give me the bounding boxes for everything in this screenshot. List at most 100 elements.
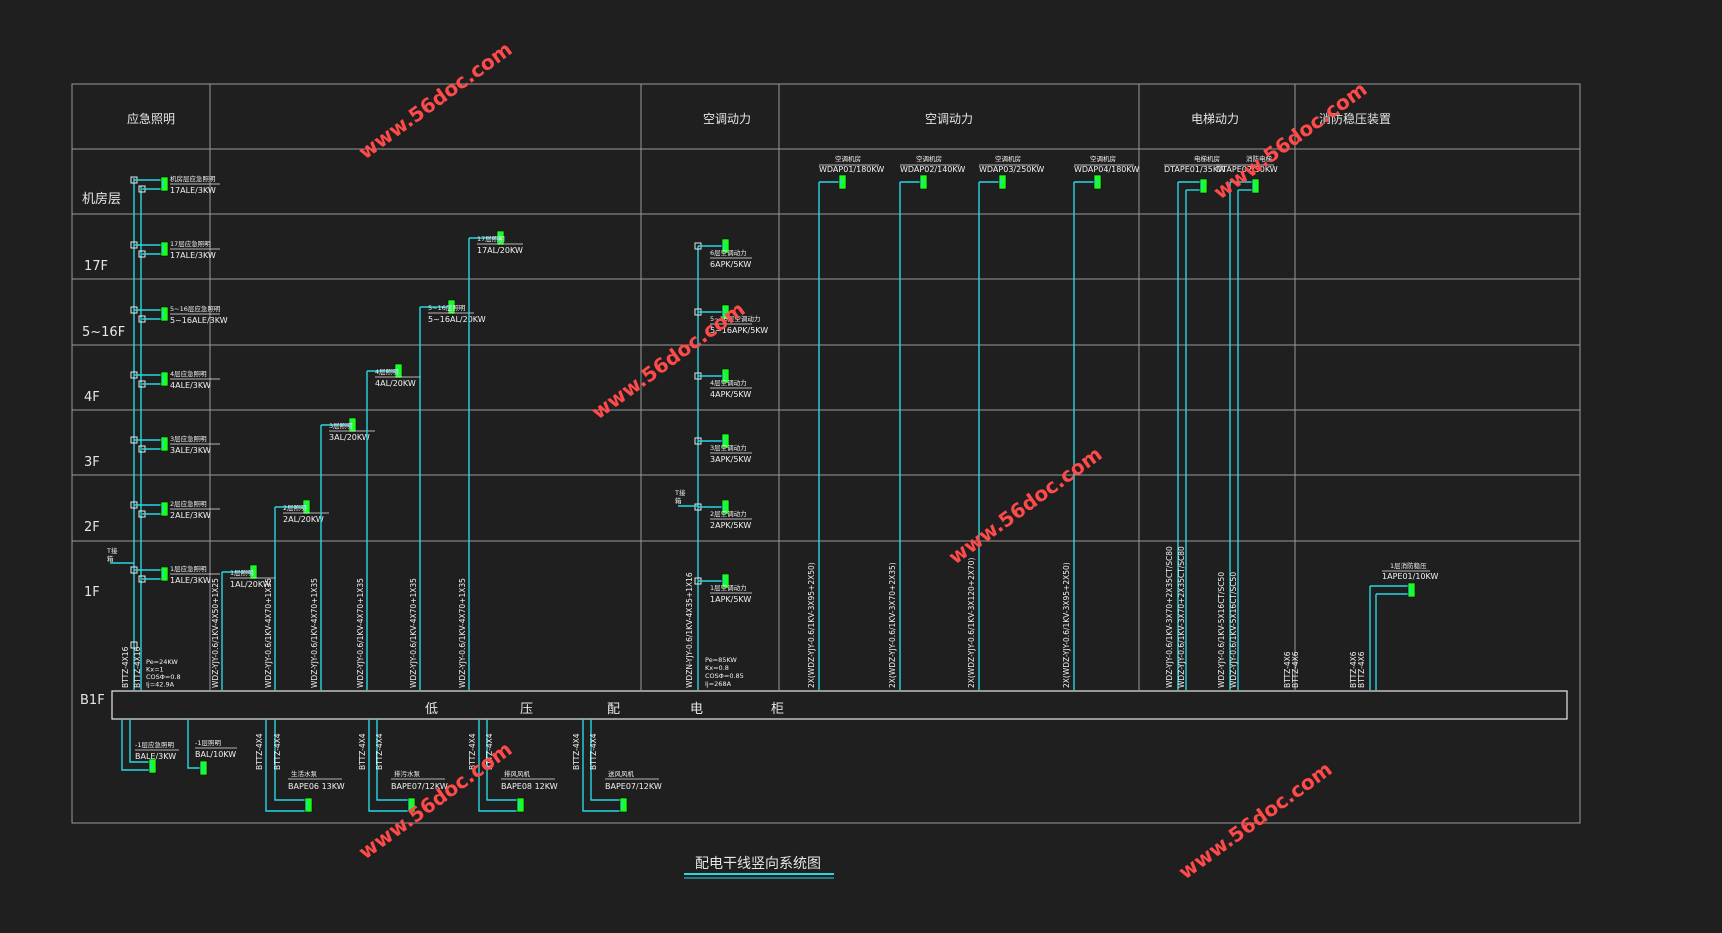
wire — [478, 719, 517, 812]
elevator-cable-a-0: WDZ-YJY-0.6/1KV-3X70+2X35CT/SC80 — [1165, 546, 1174, 688]
basement-name: 送风风机 — [608, 769, 635, 778]
bus-char-1: 压 — [520, 702, 533, 717]
wire — [121, 719, 151, 771]
basement-name: 排风风机 — [504, 769, 531, 778]
panel-name: 5~16层照明 — [428, 304, 466, 312]
diagram-title: 配电干线竖向系统图 — [695, 856, 821, 872]
panel-code: 2APK/5KW — [710, 521, 751, 530]
basement-code: BAPE07/12KW — [605, 782, 662, 791]
fire-pump-cable-3: BTTZ-4X6 — [1349, 651, 1358, 688]
aircon-summary-3: Ij=268A — [705, 680, 732, 688]
emergency-panel-0 — [160, 176, 169, 192]
wire — [368, 719, 408, 812]
floor-label-4: 3F — [84, 455, 100, 470]
aircon2-name: 空调机房 — [835, 154, 861, 163]
watermark-3: www.56doc.com — [1209, 77, 1372, 204]
elevator-name: 消防电梯 — [1246, 154, 1273, 163]
elevator-cable-b-1: WDZ-YJY-0.6/1KV-5X16CT/SC50 — [1229, 572, 1238, 688]
t-box-label-2: 箱 — [107, 554, 114, 563]
basement-name: 排污水泵 — [394, 769, 421, 778]
column-header-5: 消防稳压装置 — [1319, 111, 1391, 126]
lighting-cable-4: WDZ-YJY-0.6/1KV-4X70+1X35 — [409, 578, 418, 688]
lighting-cable-5: WDZ-YJY-0.6/1KV-4X70+1X35 — [458, 578, 467, 688]
basement-panel-5 — [619, 797, 628, 813]
panel-code: 17AL/20KW — [477, 246, 523, 255]
watermark-5: www.56doc.com — [1174, 757, 1337, 884]
lighting-cable-2: WDZ-YJY-0.6/1KV-4X70+1X35 — [310, 578, 319, 688]
panel-code: BALE/3KW — [135, 752, 176, 761]
floor-label-2: 5~16F — [82, 325, 125, 340]
panel-name: 3层空调动力 — [710, 443, 747, 452]
elevator-code: DTAPE01/35KW — [1164, 165, 1226, 174]
panel-code: 4APK/5KW — [710, 390, 751, 399]
fire-pump-panel — [1407, 582, 1416, 598]
bus-char-2: 配 — [607, 702, 620, 717]
wire — [590, 719, 620, 801]
panel-name: -1层应急照明 — [135, 740, 174, 749]
aircon2-code: WDAP02/140KW — [900, 165, 965, 174]
basement-code: BAPE06 13KW — [288, 782, 345, 791]
bus-char-4: 柜 — [771, 702, 784, 717]
floor-label-1: 17F — [84, 259, 108, 274]
emergency-cable-1: BTTZ-4X16 — [121, 646, 130, 688]
emergency-panel-2 — [160, 306, 169, 322]
aircon2-code: WDAP01/180KW — [819, 165, 884, 174]
panel-name: -1层照明 — [195, 739, 221, 747]
basement-panel-0 — [148, 758, 157, 774]
panel-code: 3AL/20KW — [329, 433, 370, 442]
basement-branches: -1层应急照明 BALE/3KW -1层照明 BAL/10KW 生活水泵 BAPE06 1… — [121, 719, 662, 813]
column-header-4: 电梯动力 — [1191, 112, 1239, 126]
emergency-panel-3 — [160, 371, 169, 387]
aircon-panel-4 — [721, 499, 730, 515]
panel-name: 5~16层空调动力 — [710, 314, 760, 323]
basement-cable-a: BTTZ-4X4 — [468, 733, 477, 770]
aircon2-panel-1 — [919, 174, 928, 190]
floor-labels: 机房层 17F 5~16F 4F 3F 2F 1F B1F — [80, 191, 125, 708]
panel-name: 2层应急照明 — [170, 499, 207, 508]
lighting-cable-0: WDZ-YJY-0.6/1KV-4X50+1X25 — [211, 578, 220, 688]
basement-name: 生活水泵 — [291, 769, 318, 778]
basement-cable-b: BTTZ-4X4 — [485, 733, 494, 770]
emergency-panel-4 — [160, 436, 169, 452]
wire — [265, 719, 305, 812]
aircon2-panel-2 — [998, 174, 1007, 190]
elevator-power-column: 电梯机房 DTAPE01/35KW WDZ-YJY-0.6/1KV-3X70+2X3… — [1164, 154, 1278, 690]
switchgear-bus-box — [111, 690, 1568, 720]
lighting-panel-4 — [447, 299, 456, 315]
lighting-panel-2 — [348, 417, 357, 433]
basement-panel-1 — [199, 760, 208, 776]
aircon-cable: WDZN-YJY-0.6/1KV-4X35+1X16 — [685, 572, 694, 688]
panel-name: 机房层应急照明 — [170, 174, 216, 183]
t-box-label-ac: T接 — [674, 488, 686, 497]
wire — [274, 719, 305, 801]
column-header-3: 空调动力 — [925, 112, 973, 126]
floor-label-6: 1F — [84, 585, 100, 600]
panel-code: 5~16AL/20KW — [428, 315, 486, 324]
panel-name: 17层应急照明 — [170, 239, 211, 248]
emergency-summary-2: COSΦ=0.8 — [146, 673, 181, 681]
basement-cable-a: BTTZ-4X4 — [358, 733, 367, 770]
table-border — [71, 83, 1581, 824]
aircon2-panel-3 — [1093, 174, 1102, 190]
basement-panel-2 — [304, 797, 313, 813]
panel-name: 2层空调动力 — [710, 509, 747, 518]
panel-code: 3ALE/3KW — [170, 446, 211, 455]
low-voltage-switchgear-bus: 低压配电柜 — [111, 690, 1568, 720]
basement-cable-a: BTTZ-4X4 — [572, 733, 581, 770]
panel-code: 1ALE/3KW — [170, 576, 211, 585]
aircon2-name: 空调机房 — [916, 154, 942, 163]
panel-name: 1层应急照明 — [170, 564, 207, 573]
t-box-label: T接 — [106, 546, 118, 555]
elevator-cable-b-0: WDZ-YJY-0.6/1KV-3X70+2X35CT/SC80 — [1177, 546, 1186, 688]
panel-name: 1层空调动力 — [710, 583, 747, 592]
wire — [582, 719, 620, 812]
aircon-summary-2: COSΦ=0.85 — [705, 672, 744, 680]
fire-pump-cable-4: BTTZ-4X6 — [1357, 651, 1366, 688]
watermark-2: www.56doc.com — [944, 442, 1107, 569]
aircon-summary-1: Kx=0.8 — [705, 664, 729, 672]
basement-cable-b: BTTZ-4X4 — [589, 733, 598, 770]
column-headers: 应急照明 空调动力 空调动力 电梯动力 消防稳压装置 — [127, 111, 1391, 126]
diagram-title-group: 配电干线竖向系统图 — [684, 856, 834, 879]
lighting-cable-3: WDZ-YJY-0.6/1KV-4X70+1X35 — [356, 578, 365, 688]
aircon-panel-3 — [721, 433, 730, 449]
